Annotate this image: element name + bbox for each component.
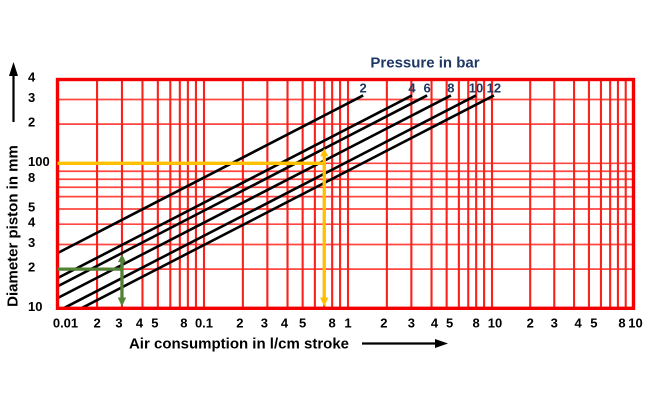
y-tick-label: 100 [28, 154, 50, 169]
x-tick-label: 2 [527, 316, 534, 331]
x-tick-label: 1 [344, 316, 351, 331]
x-tick-label: 8 [180, 316, 187, 331]
x-axis-title: Air consumption in l/cm stroke [128, 335, 350, 353]
x-tick-label: 2 [380, 316, 387, 331]
pressure-line-label: 4 [408, 81, 416, 96]
annotation-up-arrow-example-100mm [320, 148, 329, 157]
y-axis-title: Diameter piston in mm [4, 145, 22, 307]
y-tick-label: 8 [28, 170, 35, 185]
x-tick-label: 4 [136, 316, 144, 331]
pressure-line-label: 2 [360, 81, 367, 96]
x-tick-label: 0.01 [53, 316, 78, 331]
pressure-line-10bar [62, 94, 477, 310]
pressure-line-2bar [56, 94, 364, 255]
x-tick-label: 10 [488, 316, 502, 331]
x-tick-label: 8 [618, 316, 625, 331]
y-tick-label: 4 [28, 215, 36, 230]
x-tick-label: 4 [281, 316, 289, 331]
chart-title: Pressure in bar [370, 54, 480, 72]
x-tick-label: 3 [115, 316, 122, 331]
x-tick-label: 5 [299, 316, 306, 331]
pressure-line-12bar [80, 94, 495, 310]
annotation-down-arrow-example-100mm [320, 297, 329, 307]
y-tick-label: 3 [28, 235, 35, 250]
pressure-line-label: 8 [447, 81, 454, 96]
x-tick-label: 4 [574, 316, 582, 331]
pressure-line-label: 6 [423, 81, 430, 96]
pressure-line-label: 12 [487, 81, 501, 96]
pressure-line-label: 10 [469, 81, 483, 96]
plot-border [55, 77, 636, 311]
x-tick-label: 10 [628, 316, 642, 331]
x-tick-label: 8 [329, 316, 336, 331]
x-tick-label: 4 [431, 316, 439, 331]
y-tick-label: 10 [28, 299, 42, 314]
annotation-up-arrow-example-20mm [117, 254, 126, 263]
x-tick-label: 0.1 [195, 316, 213, 331]
y-tick-label: 2 [28, 260, 35, 275]
x-tick-label: 2 [236, 316, 243, 331]
x-tick-label: 2 [93, 316, 100, 331]
y-tick-label: 4 [28, 70, 36, 85]
y-tick-label: 5 [28, 199, 35, 214]
x-tick-label: 3 [261, 316, 268, 331]
x-tick-label: 5 [590, 316, 597, 331]
x-tick-label: 3 [408, 316, 415, 331]
x-tick-label: 5 [151, 316, 158, 331]
x-axis-arrow-head [435, 339, 448, 348]
pressure-line-6bar [56, 94, 428, 288]
y-axis-arrow-head [9, 62, 18, 76]
y-tick-label: 3 [28, 90, 35, 105]
x-tick-label: 5 [446, 316, 453, 331]
x-tick-label: 3 [551, 316, 558, 331]
pressure-line-4bar [56, 94, 413, 280]
annotation-down-arrow-example-20mm [117, 297, 127, 307]
x-tick-label: 8 [473, 316, 480, 331]
y-tick-label: 2 [28, 115, 35, 130]
